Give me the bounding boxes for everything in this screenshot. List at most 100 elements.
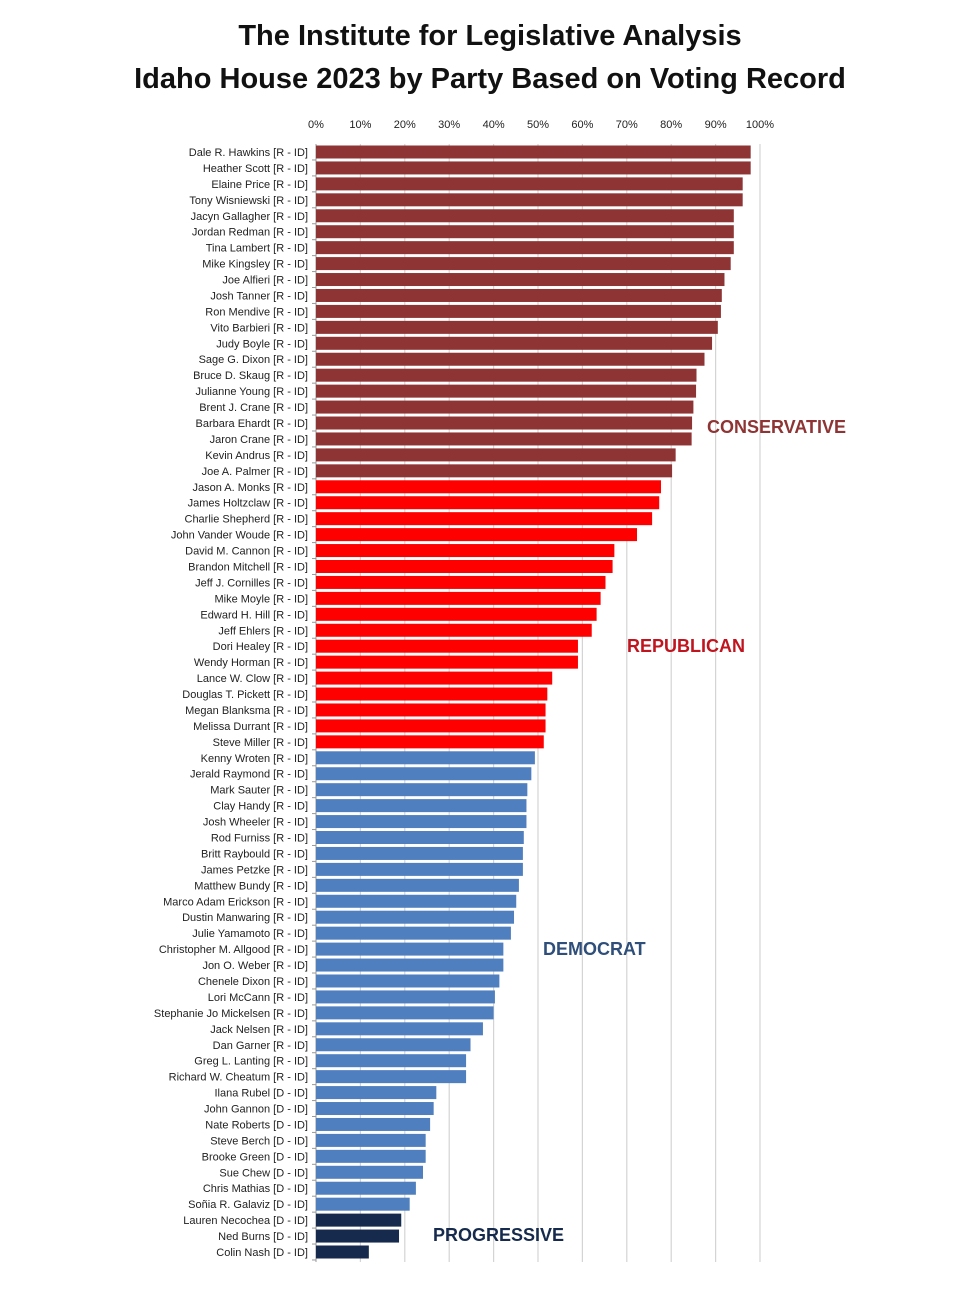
x-tick-label: 70% — [616, 119, 638, 131]
bar — [316, 432, 692, 446]
bar — [316, 1086, 437, 1100]
category-label: Jon O. Weber [R - ID] — [202, 960, 308, 972]
bar — [316, 910, 515, 924]
category-label: Brandon Mitchell [R - ID] — [188, 561, 308, 573]
bar — [316, 1117, 431, 1131]
category-label: Tony Wisniewski [R - ID] — [189, 195, 308, 207]
category-label: Barbara Ehardt [R - ID] — [196, 418, 309, 430]
bar — [316, 751, 535, 765]
bar — [316, 846, 523, 860]
category-label: Ron Mendive [R - ID] — [205, 306, 308, 318]
bar — [316, 974, 500, 988]
bar — [316, 831, 524, 845]
bar — [316, 225, 734, 239]
bar — [316, 990, 495, 1004]
bar — [316, 209, 734, 223]
bar — [316, 942, 504, 956]
bar — [316, 559, 613, 573]
bar — [316, 145, 751, 159]
category-label: Elaine Price [R - ID] — [211, 179, 308, 191]
bar — [316, 273, 725, 287]
bar — [316, 671, 553, 685]
category-label: John Vander Woude [R - ID] — [171, 530, 308, 542]
bar — [316, 177, 743, 191]
category-label: Vito Barbieri [R - ID] — [210, 322, 308, 334]
category-label: Kevin Andrus [R - ID] — [205, 450, 308, 462]
x-tick-label: 0% — [308, 119, 324, 131]
category-label: Lori McCann [R - ID] — [208, 992, 308, 1004]
category-label: Megan Blanksma [R - ID] — [185, 705, 308, 717]
category-label: Josh Wheeler [R - ID] — [203, 817, 308, 829]
category-label: Dustin Manwaring [R - ID] — [182, 912, 308, 924]
bar — [316, 352, 705, 366]
category-label: Steve Berch [D - ID] — [210, 1135, 308, 1147]
category-label: James Holtzclaw [R - ID] — [188, 498, 308, 510]
bar — [316, 1070, 467, 1084]
bar — [316, 735, 544, 749]
category-label: Sage G. Dixon [R - ID] — [199, 354, 308, 366]
chart-subtitle: Idaho House 2023 by Party Based on Votin… — [134, 63, 846, 95]
category-label: Mike Moyle [R - ID] — [214, 593, 308, 605]
category-label: Dan Garner [R - ID] — [213, 1040, 308, 1052]
category-label: Clay Handy [R - ID] — [213, 801, 308, 813]
bar — [316, 368, 697, 382]
category-label: Sue Chew [D - ID] — [219, 1167, 308, 1179]
bar — [316, 958, 504, 972]
bar — [316, 894, 517, 908]
category-label: Lance W. Clow [R - ID] — [197, 673, 308, 685]
bar — [316, 464, 673, 478]
category-label: Chris Mathias [D - ID] — [203, 1183, 308, 1195]
category-label: Jack Nelsen [R - ID] — [210, 1024, 308, 1036]
bar — [316, 257, 731, 271]
category-label: Josh Tanner [R - ID] — [210, 290, 308, 302]
category-label: Tina Lambert [R - ID] — [206, 243, 308, 255]
bar — [316, 320, 718, 334]
bar — [316, 1133, 426, 1147]
bar — [316, 1197, 410, 1211]
category-label: Douglas T. Pickett [R - ID] — [182, 689, 308, 701]
category-label: Jeff Ehlers [R - ID] — [218, 625, 308, 637]
category-label: Ilana Rubel [D - ID] — [214, 1088, 308, 1100]
bar — [316, 1149, 426, 1163]
category-label: Richard W. Cheatum [R - ID] — [169, 1072, 308, 1084]
category-label: Jaron Crane [R - ID] — [210, 434, 308, 446]
bar — [316, 815, 527, 829]
category-label: Rod Furniss [R - ID] — [211, 833, 308, 845]
category-label: Steve Miller [R - ID] — [213, 737, 308, 749]
category-label: Bruce D. Skaug [R - ID] — [193, 370, 308, 382]
bar — [316, 1245, 369, 1259]
bar — [316, 336, 713, 350]
group-label: REPUBLICAN — [627, 636, 745, 656]
category-label: James Petzke [R - ID] — [201, 864, 308, 876]
bar — [316, 607, 597, 621]
bar — [316, 1229, 400, 1243]
category-label: Heather Scott [R - ID] — [203, 163, 308, 175]
category-label: Mark Sauter [R - ID] — [210, 785, 308, 797]
category-label: Jacyn Gallagher [R - ID] — [191, 211, 308, 223]
bar — [316, 288, 722, 302]
bar — [316, 528, 638, 542]
bar — [316, 400, 694, 414]
category-label: Brooke Green [D - ID] — [202, 1151, 308, 1163]
bar — [316, 1213, 402, 1227]
bar — [316, 926, 511, 940]
category-label: Melissa Durrant [R - ID] — [193, 721, 308, 733]
category-label: Kenny Wroten [R - ID] — [201, 753, 308, 765]
chart-title: The Institute for Legislative Analysis — [238, 20, 742, 52]
bar — [316, 575, 606, 589]
category-label: Marco Adam Erickson [R - ID] — [163, 896, 308, 908]
category-label: Brent J. Crane [R - ID] — [199, 402, 308, 414]
category-label: Jerald Raymond [R - ID] — [190, 769, 308, 781]
bar — [316, 544, 615, 558]
category-label: John Gannon [D - ID] — [204, 1104, 308, 1116]
category-label: Edward H. Hill [R - ID] — [200, 609, 308, 621]
bar — [316, 1102, 434, 1116]
category-label: Stephanie Jo Mickelsen [R - ID] — [154, 1008, 308, 1020]
bar — [316, 639, 578, 653]
category-label: Jeff J. Cornilles [R - ID] — [195, 577, 308, 589]
x-tick-label: 20% — [394, 119, 416, 131]
bar — [316, 1022, 483, 1036]
bar — [316, 496, 660, 510]
x-tick-label: 40% — [483, 119, 505, 131]
